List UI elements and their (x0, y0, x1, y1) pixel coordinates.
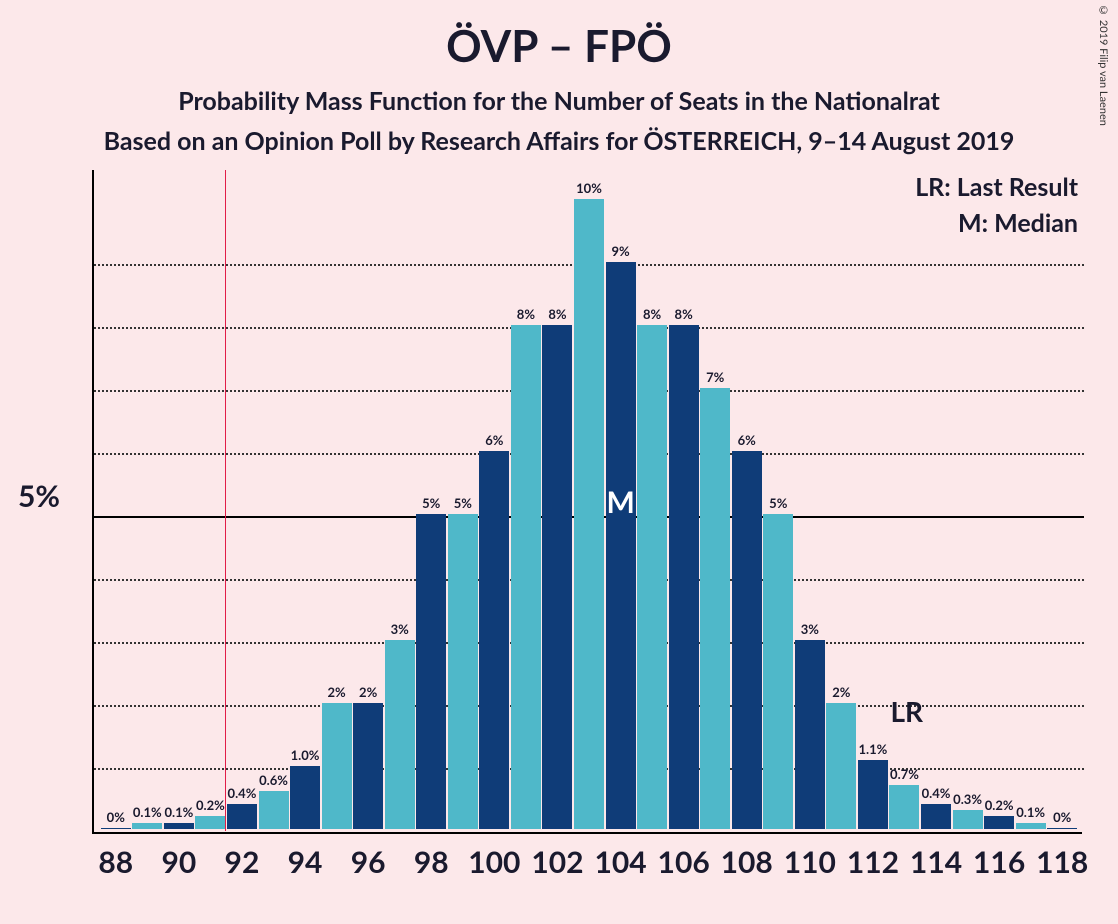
bar-value-label: 7% (685, 369, 745, 385)
bar (385, 640, 415, 829)
last-result-marker: LR (890, 694, 923, 728)
bar (606, 262, 636, 829)
bar (448, 514, 478, 829)
bar (479, 451, 509, 829)
bar (227, 804, 257, 829)
x-tick-label: 88 (98, 844, 133, 880)
bar (700, 388, 730, 829)
bar (101, 828, 131, 829)
bar (795, 640, 825, 829)
bar (290, 766, 320, 829)
bar-value-label: 0.7% (874, 766, 934, 782)
x-tick-label: 108 (721, 844, 773, 880)
chart-header: ÖVP – FPÖ Probability Mass Function for … (0, 0, 1118, 156)
bar (574, 199, 604, 829)
x-tick-label: 90 (161, 844, 196, 880)
bar-value-label: 6% (717, 432, 777, 448)
plot-region: 0%0.1%0.1%0.2%0.4%0.6%1.0%2%2%3%5%5%6%8%… (92, 170, 1082, 834)
x-tick-label: 96 (351, 844, 386, 880)
bar (763, 514, 793, 829)
bar (1047, 828, 1077, 829)
bar-value-label: 5% (748, 495, 808, 511)
bar (669, 325, 699, 829)
chart-source: Based on an Opinion Poll by Research Aff… (0, 126, 1118, 156)
x-tick-label: 102 (531, 844, 583, 880)
x-tick-label: 104 (594, 844, 646, 880)
bar-value-label: 8% (654, 306, 714, 322)
bar (164, 823, 194, 829)
y-axis-label: 5% (18, 478, 60, 514)
bar (353, 703, 383, 829)
bar-value-label: 0% (1032, 809, 1092, 825)
bar-value-label: 10% (559, 180, 619, 196)
bar (637, 325, 667, 829)
x-tick-label: 92 (225, 844, 260, 880)
bar (416, 514, 446, 829)
bar (132, 823, 162, 829)
chart-area: 0%0.1%0.1%0.2%0.4%0.6%1.0%2%2%3%5%5%6%8%… (92, 170, 1082, 834)
x-tick-label: 110 (784, 844, 836, 880)
x-tick-label: 118 (1036, 844, 1088, 880)
x-tick-label: 98 (414, 844, 449, 880)
x-tick-label: 106 (658, 844, 710, 880)
x-tick-label: 114 (910, 844, 962, 880)
majority-threshold-line (225, 170, 226, 831)
x-tick-label: 116 (973, 844, 1025, 880)
median-marker: M (607, 484, 635, 520)
bar-value-label: 9% (591, 243, 651, 259)
bar (322, 703, 352, 829)
bar (195, 816, 225, 829)
chart-title: ÖVP – FPÖ (0, 20, 1118, 72)
bar-value-label: 2% (811, 684, 871, 700)
x-tick-label: 100 (468, 844, 520, 880)
chart-subtitle: Probability Mass Function for the Number… (0, 86, 1118, 116)
copyright-text: © 2019 Filip van Laenen (1097, 4, 1110, 126)
bar-value-label: 3% (780, 621, 840, 637)
bar-value-label: 1.1% (843, 741, 903, 757)
bar (826, 703, 856, 829)
bar (921, 804, 951, 829)
bar (511, 325, 541, 829)
bar (259, 791, 289, 829)
x-tick-label: 112 (847, 844, 899, 880)
x-tick-label: 94 (288, 844, 323, 880)
bar (542, 325, 572, 829)
